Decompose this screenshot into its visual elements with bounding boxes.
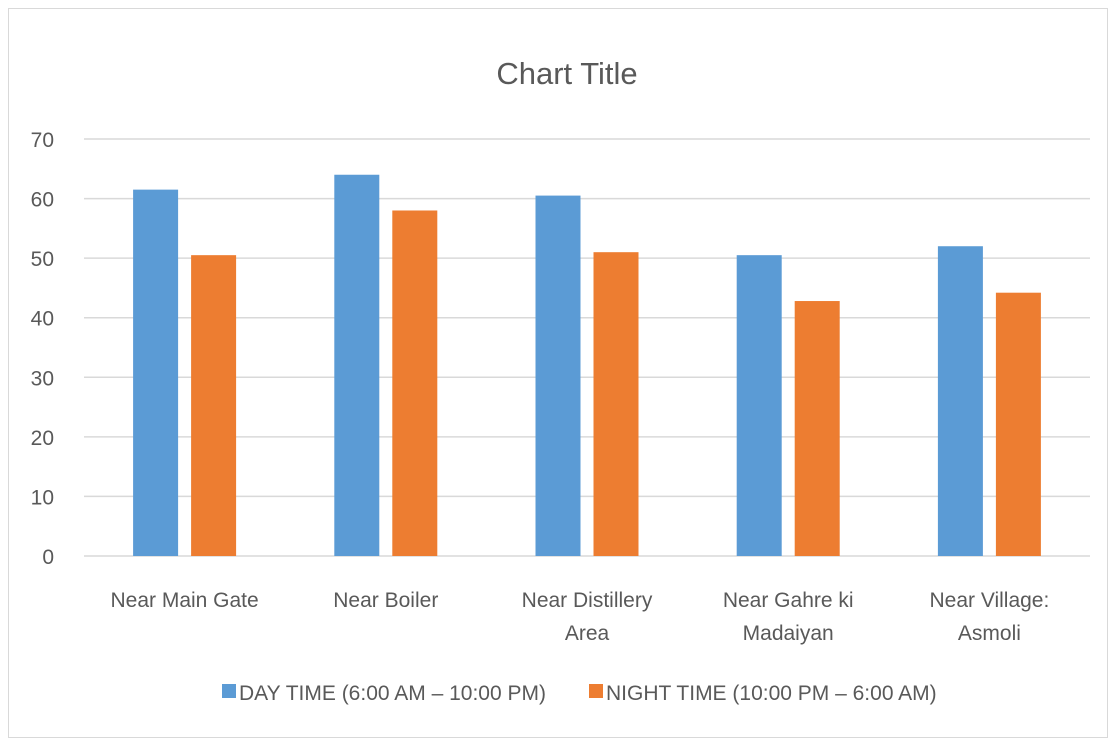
x-category-label: Near Distillery <box>522 589 653 612</box>
y-tick-label: 50 <box>31 248 54 271</box>
x-category-label: Madaiyan <box>743 622 834 645</box>
y-tick-label: 20 <box>31 427 54 450</box>
bar-series-0-cat-0 <box>133 189 179 556</box>
legend-label: DAY TIME (6:00 AM – 10:00 PM) <box>239 682 546 705</box>
gridlines <box>84 138 1090 557</box>
bars <box>133 174 1041 557</box>
y-tick-label: 10 <box>31 486 54 509</box>
chart-title: Chart Title <box>496 56 637 91</box>
bar-series-1-cat-4 <box>995 292 1041 556</box>
x-category-label: Near Main Gate <box>110 589 258 612</box>
x-category-label: Area <box>565 622 610 645</box>
bar-series-0-cat-3 <box>736 255 782 556</box>
x-axis-categories: Near Main Gate Near Boiler Near Distillery… <box>110 589 1049 645</box>
bar-series-1-cat-2 <box>593 252 639 556</box>
bar-series-0-cat-4 <box>937 246 983 556</box>
bar-series-1-cat-0 <box>191 255 237 556</box>
x-category-label: Near Gahre ki <box>723 589 854 612</box>
x-category-label: Asmoli <box>958 622 1021 645</box>
legend-swatch <box>222 684 236 698</box>
y-tick-label: 70 <box>31 129 54 152</box>
legend: DAY TIME (6:00 AM – 10:00 PM) NIGHT TIME … <box>222 682 937 705</box>
legend-label: NIGHT TIME (10:00 PM – 6:00 AM) <box>606 682 937 705</box>
legend-swatch <box>589 684 603 698</box>
x-category-label: Near Boiler <box>333 589 438 612</box>
y-tick-label: 30 <box>31 367 54 390</box>
bar-series-1-cat-1 <box>392 210 438 556</box>
bar-series-0-cat-2 <box>535 195 581 557</box>
y-tick-label: 60 <box>31 189 54 212</box>
x-category-label: Near Village: <box>929 589 1049 612</box>
bar-series-1-cat-3 <box>794 301 840 556</box>
y-axis-ticks: 0 10 20 30 40 50 60 70 <box>31 129 54 569</box>
y-tick-label: 0 <box>42 546 54 569</box>
bar-series-0-cat-1 <box>334 174 380 556</box>
y-tick-label: 40 <box>31 308 54 331</box>
